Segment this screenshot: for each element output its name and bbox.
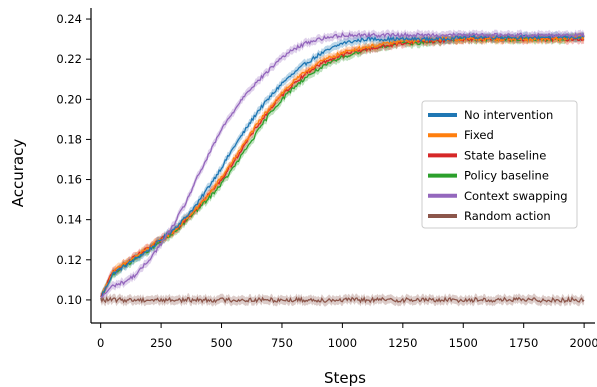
x-tick-label: 1250 — [388, 336, 417, 350]
y-tick-label: 0.20 — [56, 92, 82, 106]
y-tick-label: 0.22 — [56, 52, 82, 66]
line-fixed — [100, 35, 585, 298]
confidence-bands — [100, 29, 585, 307]
y-tick-label: 0.10 — [56, 293, 82, 307]
y-tick-label: 0.12 — [56, 253, 82, 267]
legend-label: Fixed — [464, 128, 494, 142]
band-random-action — [100, 293, 585, 307]
x-tick-label: 750 — [271, 336, 293, 350]
x-tick-label: 1750 — [509, 336, 538, 350]
axes: 0 250 500 750 1000 1250 1500 1750 2000 0.10 0.12 0.… — [56, 8, 597, 350]
x-tick-label: 250 — [150, 336, 172, 350]
y-tick-label: 0.16 — [56, 173, 82, 187]
y-tick-label: 0.14 — [56, 213, 82, 227]
legend-label: Policy baseline — [464, 169, 549, 183]
legend-frame — [421, 100, 578, 229]
legend-label: Context swapping — [464, 189, 568, 203]
y-tick-label: 0.24 — [56, 12, 82, 26]
legend-label: Random action — [464, 209, 551, 223]
line-context-swapping — [100, 31, 585, 298]
y-axis-title: Accuracy — [9, 139, 27, 208]
line-random-action — [100, 296, 585, 304]
legend-label: State baseline — [464, 148, 546, 162]
x-tick-label: 1500 — [449, 336, 478, 350]
x-tick-label: 500 — [211, 336, 233, 350]
line-no-intervention — [100, 33, 585, 298]
x-tick-label: 0 — [97, 336, 104, 350]
x-axis-title: Steps — [324, 369, 366, 387]
legend-label: No intervention — [464, 108, 553, 122]
x-tick-label: 2000 — [569, 336, 597, 350]
legend: No intervention Fixed State baseline Policy… — [421, 100, 578, 229]
y-tick-label: 0.18 — [56, 132, 82, 146]
series-lines — [100, 31, 585, 304]
x-tick-label: 1000 — [328, 336, 357, 350]
